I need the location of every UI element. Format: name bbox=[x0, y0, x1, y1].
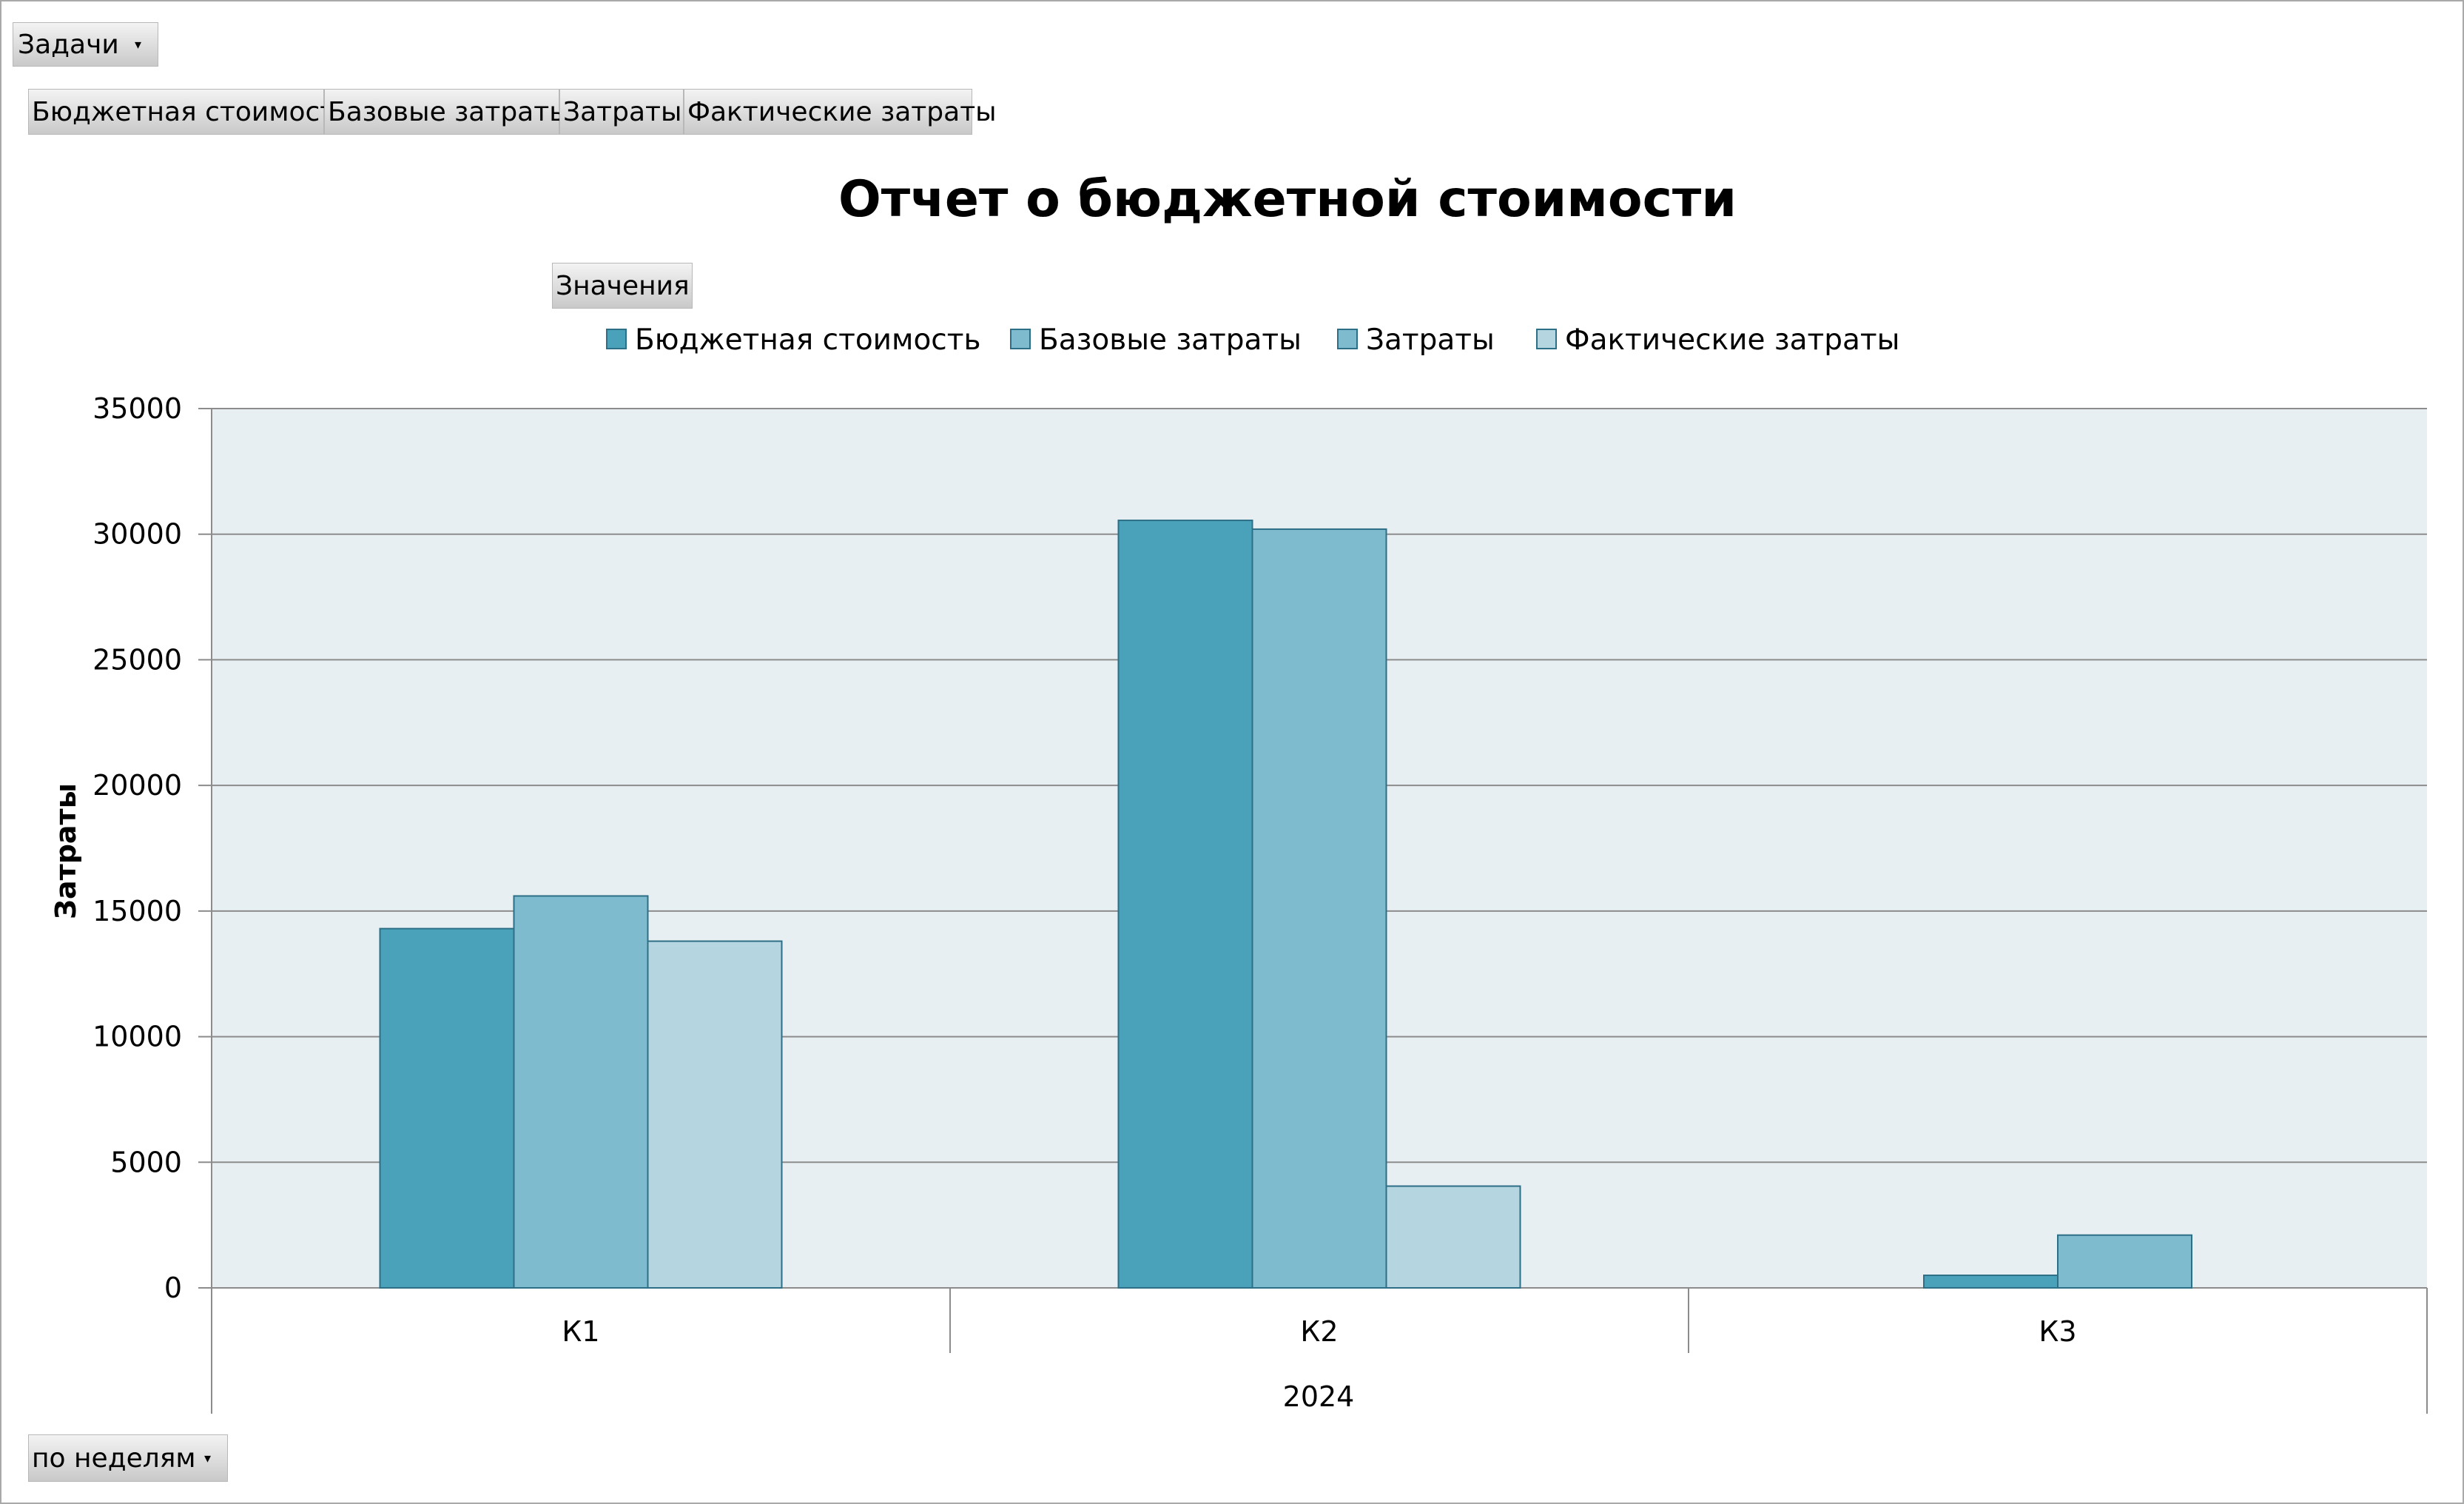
bar bbox=[1117, 520, 1253, 1289]
legend-label: Затраты bbox=[1366, 323, 1495, 357]
series-field-button[interactable]: Базовые затраты bbox=[324, 89, 570, 135]
chart-legend: Бюджетная стоимость Базовые затраты Затрат… bbox=[606, 323, 1899, 357]
period-filter-dropdown[interactable]: по неделям ▾ bbox=[28, 1434, 228, 1482]
dropdown-arrow-icon: ▾ bbox=[203, 1451, 211, 1466]
bar bbox=[1251, 528, 1387, 1289]
x-tick-label: К1 bbox=[562, 1315, 599, 1348]
dropdown-arrow-icon: ▾ bbox=[134, 37, 141, 53]
y-tick-label: 20000 bbox=[92, 769, 182, 802]
bar bbox=[2057, 1234, 2192, 1289]
values-field-label: Значения bbox=[556, 271, 690, 301]
series-field-button[interactable]: Фактические затраты bbox=[684, 89, 997, 135]
legend-label: Базовые затраты bbox=[1039, 323, 1302, 357]
tasks-filter-dropdown[interactable]: Задачи ▾ bbox=[13, 22, 158, 67]
legend-label: Бюджетная стоимость bbox=[635, 323, 980, 357]
bar bbox=[379, 927, 515, 1289]
y-tick-label: 35000 bbox=[92, 392, 182, 425]
legend-label: Фактические затраты bbox=[1565, 323, 1899, 357]
series-field-buttons: Бюджетная стоимость Базовые затраты Затрат… bbox=[28, 89, 997, 135]
series-field-label: Бюджетная стоимость bbox=[32, 97, 351, 127]
legend-swatch bbox=[1337, 329, 1358, 349]
series-field-label: Фактические затраты bbox=[687, 97, 997, 127]
y-tick-label: 15000 bbox=[92, 895, 182, 927]
plot-area: 0 5000 10000 15000 20000 25000 30000 35000 К1 К2 К… bbox=[92, 392, 2428, 1414]
bar bbox=[1385, 1185, 1521, 1289]
legend-swatch bbox=[1010, 329, 1031, 349]
bar bbox=[1923, 1275, 2059, 1289]
y-tick-label: 30000 bbox=[92, 518, 182, 551]
x-tick-label: К3 bbox=[2039, 1315, 2076, 1348]
legend-swatch bbox=[606, 329, 627, 349]
y-axis-label: Затраты bbox=[50, 783, 82, 919]
x-axis-year-label: 2024 bbox=[1283, 1380, 1355, 1413]
bar bbox=[647, 940, 783, 1289]
bar bbox=[513, 895, 649, 1289]
y-tick-label: 5000 bbox=[110, 1146, 182, 1178]
series-field-label: Базовые затраты bbox=[328, 97, 570, 127]
y-tick-label: 10000 bbox=[92, 1021, 182, 1053]
series-field-button[interactable]: Затраты bbox=[559, 89, 684, 135]
legend-swatch bbox=[1536, 329, 1557, 349]
values-field-button[interactable]: Значения bbox=[552, 263, 693, 309]
series-field-label: Затраты bbox=[563, 97, 682, 127]
chart-title: Отчет о бюджетной стоимости bbox=[838, 170, 1737, 229]
series-field-button[interactable]: Бюджетная стоимость bbox=[28, 89, 351, 135]
y-tick-label: 0 bbox=[164, 1272, 182, 1304]
tasks-filter-label: Задачи bbox=[18, 30, 119, 60]
x-tick-label: К2 bbox=[1300, 1315, 1338, 1348]
period-filter-label: по неделям bbox=[32, 1443, 196, 1474]
y-tick-label: 25000 bbox=[92, 643, 182, 676]
